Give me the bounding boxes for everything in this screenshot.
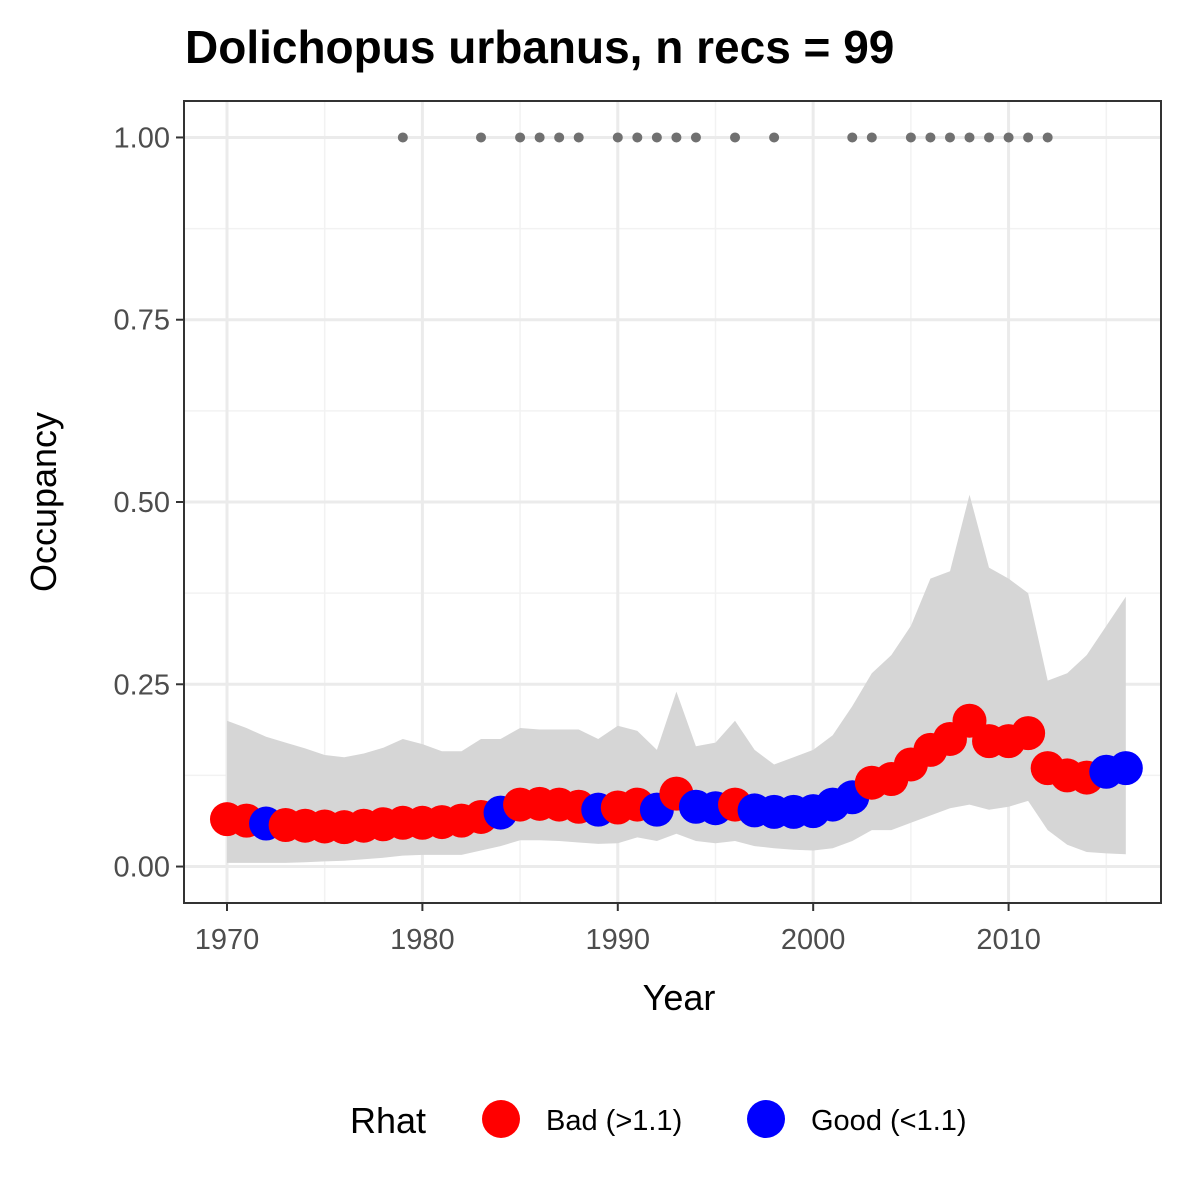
record-point	[984, 132, 995, 143]
record-point	[651, 132, 662, 143]
record-point	[671, 132, 682, 143]
record-point	[612, 132, 623, 143]
record-point	[515, 132, 526, 143]
x-tick-label: 1970	[195, 924, 260, 956]
record-point	[944, 132, 955, 143]
record-point	[476, 132, 487, 143]
legend-title: Rhat	[350, 1100, 426, 1141]
record-point	[905, 132, 916, 143]
record-point	[1042, 132, 1053, 143]
occupancy-points	[209, 703, 1143, 845]
record-point	[769, 132, 780, 143]
x-tick-label: 1990	[586, 924, 651, 956]
record-point	[1023, 132, 1034, 143]
record-point	[925, 132, 936, 143]
occupancy-point-good	[1108, 751, 1143, 786]
record-point	[554, 132, 565, 143]
record-point	[632, 132, 643, 143]
x-axis-title: Year	[643, 977, 716, 1018]
y-axis-title: Occupancy	[23, 412, 64, 592]
record-point	[866, 132, 877, 143]
record-point	[573, 132, 584, 143]
legend-label-bad: Bad (>1.1)	[546, 1105, 682, 1137]
x-tick-label: 1980	[390, 924, 455, 956]
record-point	[730, 132, 741, 143]
record-point	[534, 132, 545, 143]
x-tick-label: 2000	[781, 924, 846, 956]
chart-title: Dolichopus urbanus, n recs = 99	[185, 21, 894, 73]
x-axis-ticks: 1970 1980 1990 2000 2010	[195, 903, 1041, 956]
y-tick-label: 1.00	[114, 122, 170, 154]
legend-key-bad	[482, 1100, 520, 1138]
y-axis-ticks: 0.00 0.25 0.50 0.75 1.00	[114, 122, 184, 884]
y-tick-label: 0.00	[114, 852, 170, 884]
record-point	[397, 132, 408, 143]
y-tick-label: 0.25	[114, 669, 170, 701]
record-point	[847, 132, 858, 143]
legend-label-good: Good (<1.1)	[811, 1105, 967, 1137]
record-point	[964, 132, 975, 143]
occupancy-point-bad	[1011, 716, 1046, 751]
record-points	[397, 132, 1053, 143]
x-tick-label: 2010	[976, 924, 1041, 956]
record-point	[690, 132, 701, 143]
legend: Rhat Bad (>1.1) Good (<1.1)	[350, 1100, 967, 1141]
record-point	[1003, 132, 1014, 143]
legend-key-good	[747, 1100, 785, 1138]
y-tick-label: 0.50	[114, 487, 170, 519]
y-tick-label: 0.75	[114, 305, 170, 337]
